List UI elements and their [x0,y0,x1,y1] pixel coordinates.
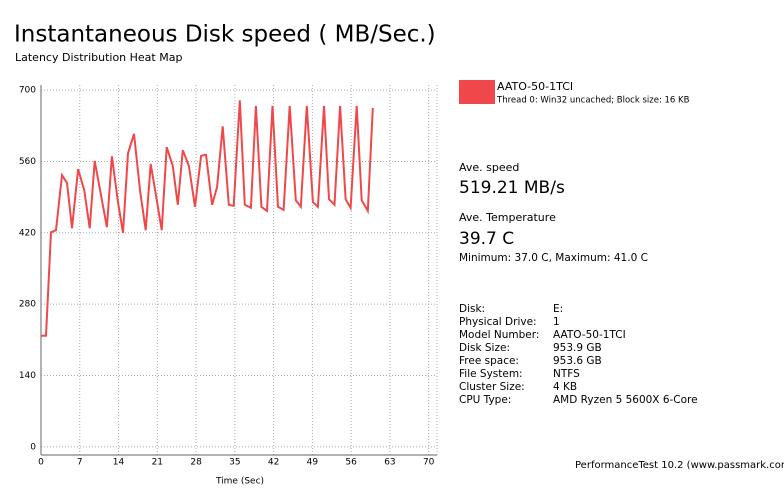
x-tick-label: 63 [384,458,395,468]
x-tick-label: 14 [113,458,125,468]
info-label: Cluster Size: [459,381,525,393]
info-value: AATO-50-1TCI [553,329,626,341]
y-tick-label: 560 [19,157,36,167]
chart-title: Instantaneous Disk speed ( MB/Sec.) [14,22,436,48]
info-label: Disk: [459,303,485,315]
x-tick-label: 70 [423,458,435,468]
data-line [41,100,374,337]
footer: PerformanceTest 10.2 (www.passmark.com) [575,460,784,471]
info-label: Free space: [459,355,519,367]
x-tick-label: 21 [152,458,163,468]
x-tick-label: 0 [38,458,44,468]
info-value: E: [553,303,563,315]
chart-subtitle: Latency Distribution Heat Map [15,51,182,64]
info-label: CPU Type: [459,394,511,406]
x-tick-label: 35 [229,458,240,468]
x-tick-label: 28 [190,458,202,468]
info-value: 953.6 GB [553,355,602,367]
info-value: 4 KB [553,381,577,393]
info-value: 953.9 GB [553,342,602,354]
info-label: Physical Drive: [459,316,537,328]
stat-label: Ave. Temperature [459,211,556,224]
stat-label: Ave. speed [459,161,519,174]
info-label: Model Number: [459,329,539,341]
y-tick-label: 0 [30,442,36,452]
legend-swatch [459,80,495,104]
legend-label: AATO-50-1TCI [497,80,573,93]
info-label: File System: [459,368,523,380]
y-tick-label: 700 [19,86,36,96]
stat-value: 519.21 MB/s [459,178,565,198]
x-axis-title: Time (Sec) [215,477,264,487]
x-tick-label: 56 [345,458,357,468]
info-label: Disk Size: [459,342,510,354]
info-value: NTFS [553,368,580,380]
legend-description: Thread 0: Win32 uncached; Block size: 16… [496,96,690,106]
y-tick-label: 420 [19,228,36,238]
stat-value: 39.7 C [459,229,514,249]
x-tick-label: 42 [268,458,279,468]
y-tick-label: 140 [19,371,36,381]
temperature-range: Minimum: 37.0 C, Maximum: 41.0 C [459,252,648,264]
info-value: AMD Ryzen 5 5600X 6-Core [553,394,698,406]
x-tick-label: 49 [307,458,319,468]
x-tick-label: 7 [77,458,83,468]
y-tick-label: 280 [19,300,36,310]
info-value: 1 [553,316,560,328]
